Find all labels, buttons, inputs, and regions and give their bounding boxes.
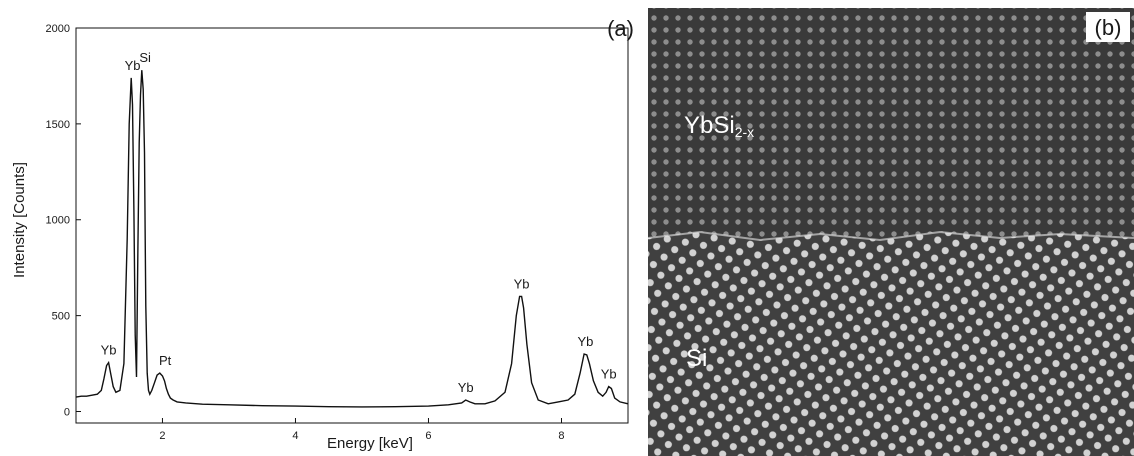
peak-label: Pt — [159, 353, 172, 368]
ybsi-label-main: YbSi — [684, 112, 735, 139]
y-tick-label: 500 — [52, 311, 70, 323]
spectrum-line — [75, 70, 629, 408]
tem-image-panel: (b) YbSi2-x Si — [647, 8, 1134, 456]
y-tick-label: 2000 — [46, 23, 70, 35]
plot-frame — [75, 27, 629, 424]
peak-label: Yb — [125, 58, 141, 73]
interface-line — [647, 230, 1134, 242]
x-axis-title: Energy [keV] — [327, 435, 413, 452]
ybsi-label: YbSi2-x — [684, 112, 754, 140]
x-tick-label: 4 — [292, 430, 298, 442]
y-tick-label: 1500 — [46, 119, 70, 131]
panel-a-label: (a) — [607, 16, 634, 41]
peak-label: Yb — [577, 334, 593, 349]
x-tick-label: 6 — [425, 430, 431, 442]
peak-label: Yb — [601, 367, 617, 382]
ybsi-label-subscript: 2-x — [735, 124, 754, 140]
si-lattice-region — [648, 232, 1134, 456]
x-axis-ticks: 2 4 6 8 — [159, 418, 565, 442]
y-tick-label: 1000 — [46, 215, 70, 227]
x-tick-label: 2 — [159, 430, 165, 442]
x-tick-label: 8 — [558, 430, 564, 442]
panel-b-label-box — [1086, 12, 1130, 42]
panel-b-label: (b) — [1095, 15, 1122, 40]
peak-label: Yb — [458, 380, 474, 395]
y-axis-ticks: 0 500 1000 1500 2000 — [46, 23, 81, 418]
y-axis-title: Intensity [Counts] — [11, 162, 28, 278]
y-tick-label: 0 — [64, 406, 70, 418]
peak-label: Yb — [101, 343, 117, 358]
si-label: Si — [686, 345, 707, 372]
peak-label: Si — [139, 50, 151, 65]
peak-label: Yb — [514, 276, 530, 291]
